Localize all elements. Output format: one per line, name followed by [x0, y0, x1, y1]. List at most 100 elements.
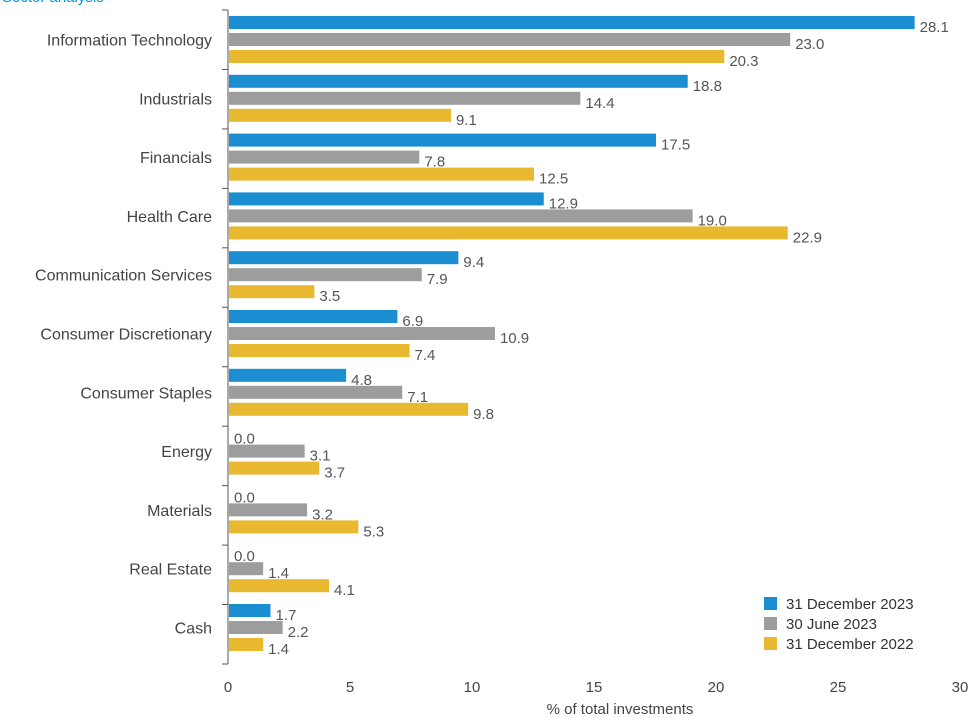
bar: [229, 285, 315, 299]
data-label: 4.1: [334, 582, 355, 599]
bar: [229, 402, 469, 416]
bar: [229, 310, 398, 323]
data-label: 0.0: [234, 489, 255, 506]
data-label: 3.7: [324, 465, 345, 482]
bar: [229, 368, 347, 382]
category-label: Cash: [175, 621, 212, 638]
data-label: 1.4: [268, 565, 289, 582]
data-label: 19.0: [698, 212, 727, 229]
bar: [229, 385, 403, 399]
category-label: Consumer Discretionary: [40, 327, 212, 344]
data-label: 1.4: [268, 641, 289, 658]
category-group: Energy 0.0 3.13.7: [161, 431, 345, 482]
legend-swatch: [764, 597, 777, 610]
data-label: 9.4: [463, 254, 484, 271]
x-tick-label: 0: [224, 679, 232, 696]
bar: [229, 268, 422, 282]
x-tick-label: 15: [586, 679, 603, 696]
category-group: Consumer Staples 4.8 7.1 9.8: [80, 368, 494, 423]
bar: [229, 192, 544, 206]
x-axis-title: % of total investments: [547, 701, 694, 718]
data-label: 12.9: [549, 195, 578, 212]
data-label: 7.8: [424, 154, 445, 171]
bar: [229, 503, 308, 517]
data-label: 3.1: [310, 448, 331, 465]
category-group: Financials 17.5 7.8 12.5: [140, 133, 690, 188]
data-label: 14.4: [585, 95, 614, 112]
bar: [229, 209, 693, 223]
bar: [229, 621, 283, 634]
x-tick-label: 25: [830, 679, 847, 696]
data-label: 0.0: [234, 431, 255, 448]
data-label: 20.3: [729, 53, 758, 70]
data-label: 9.1: [456, 112, 477, 129]
data-label: 28.1: [920, 19, 949, 36]
data-label: 9.8: [473, 406, 494, 423]
bar: [229, 327, 495, 340]
data-label: 3.2: [312, 506, 333, 523]
category-group: Health Care 12.9 19.0 22.9: [127, 192, 822, 246]
bar: [229, 251, 459, 265]
category-label: Health Care: [127, 209, 212, 226]
x-tick-label: 20: [708, 679, 725, 696]
category-label: Energy: [161, 444, 212, 461]
category-group: Real Estate 0.0 1.4 4.1: [129, 548, 355, 599]
category-group: Communication Services 9.4 7.9 3.5: [35, 251, 484, 305]
data-label: 0.0: [234, 548, 255, 565]
bar: [229, 91, 581, 105]
bar: [229, 344, 410, 357]
data-label: 18.8: [693, 78, 722, 95]
bar: [229, 638, 264, 651]
data-label: 7.1: [407, 389, 428, 406]
category-group: Cash 1.72.21.4: [175, 604, 309, 658]
x-tick-label: 30: [952, 679, 969, 696]
category-group: Materials 0.0 3.2 5.3: [147, 489, 384, 540]
bar: [229, 133, 656, 147]
bar: [229, 444, 305, 458]
bar: [229, 461, 320, 475]
data-label: 5.3: [363, 523, 384, 540]
data-label: 2.2: [288, 624, 309, 641]
data-label: 23.0: [795, 36, 824, 53]
data-label: 12.5: [539, 171, 568, 188]
category-label: Industrials: [139, 91, 212, 108]
legend-label: 30 June 2023: [786, 616, 877, 633]
data-label: 6.9: [402, 313, 423, 330]
bar: [229, 108, 452, 122]
bar: [229, 16, 915, 29]
legend-swatch: [764, 637, 777, 650]
legend-label: 31 December 2023: [786, 596, 914, 613]
bar: [229, 562, 264, 576]
category-label: Financials: [140, 150, 212, 167]
data-label: 10.9: [500, 330, 529, 347]
category-label: Information Technology: [47, 33, 212, 50]
bar: [229, 50, 725, 63]
data-label: 17.5: [661, 137, 690, 154]
legend-swatch: [764, 617, 777, 630]
data-label: 4.8: [351, 372, 372, 389]
bar: [229, 604, 271, 617]
bar: [229, 226, 788, 240]
bar: [229, 579, 330, 593]
category-label: Real Estate: [129, 562, 212, 579]
bar: [229, 74, 688, 88]
bar: [229, 33, 791, 46]
data-label: 7.4: [415, 347, 436, 364]
x-tick-label: 5: [346, 679, 354, 696]
category-group: Information Technology 28.1 23.0 20.3: [47, 16, 949, 70]
data-label: 3.5: [319, 288, 340, 305]
x-tick-label: 10: [464, 679, 481, 696]
category-group: Industrials 18.8 14.4 9.1: [139, 74, 722, 129]
bar: [229, 150, 420, 164]
category-label: Materials: [147, 503, 212, 520]
category-label: Communication Services: [35, 268, 212, 285]
data-label: 22.9: [793, 229, 822, 246]
chart-title: Sector analysis: [2, 0, 104, 6]
category-label: Consumer Staples: [80, 385, 212, 402]
bar: [229, 167, 534, 181]
legend-label: 31 December 2022: [786, 636, 914, 653]
data-label: 7.9: [427, 271, 448, 288]
data-label: 1.7: [275, 607, 296, 624]
category-group: Consumer Discretionary 6.9 10.9 7.4: [40, 310, 529, 364]
